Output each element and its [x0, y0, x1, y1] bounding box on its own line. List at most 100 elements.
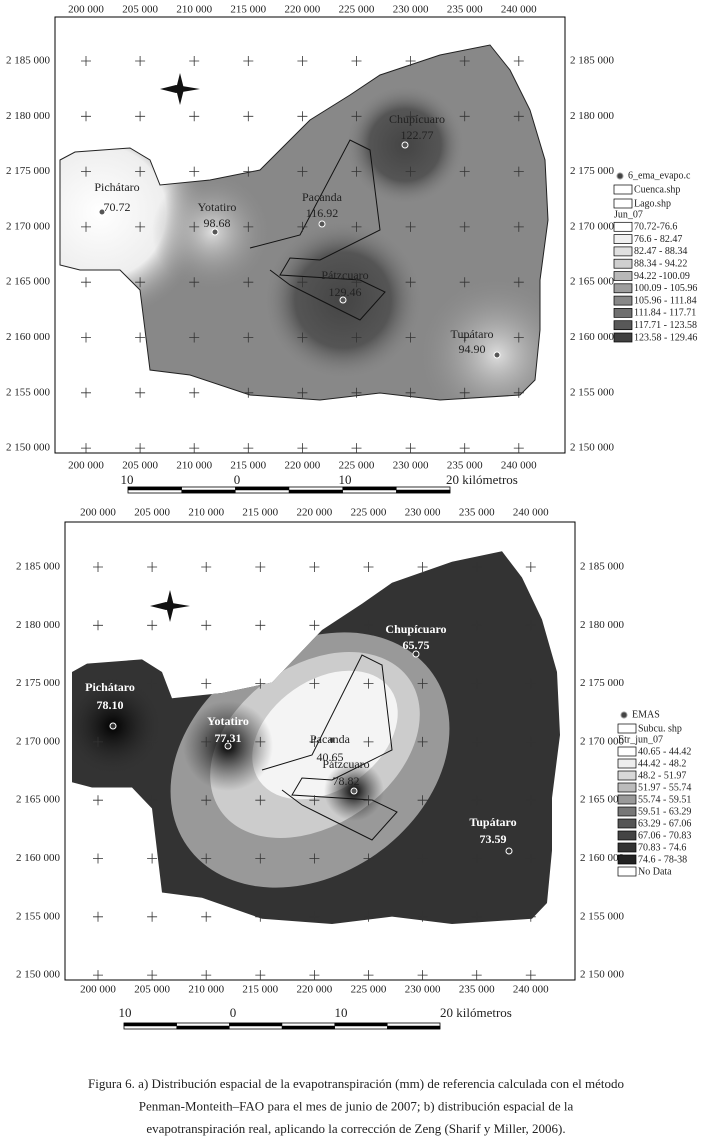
legend-swatch — [613, 221, 633, 232]
grid-cross — [243, 387, 254, 398]
grid-cross — [189, 332, 200, 343]
legend-label: 55.74 - 59.51 — [638, 794, 691, 805]
scale-bar — [123, 1022, 441, 1030]
legend-swatch — [613, 198, 633, 209]
legend-swatch — [617, 818, 637, 829]
grid-cross — [147, 736, 158, 747]
legend-swatch — [617, 770, 637, 781]
grid-cross — [255, 678, 266, 689]
grid-cross — [297, 166, 308, 177]
scale-bar — [235, 486, 290, 491]
legend-swatch — [617, 806, 637, 817]
station-name: Tupátaro — [451, 327, 494, 341]
x-tick-label: 240 000 — [501, 4, 537, 16]
grid-cross — [201, 736, 212, 747]
legend-swatch — [613, 234, 633, 244]
grid-cross — [363, 970, 374, 981]
grid-cross — [405, 332, 416, 343]
legend-label: Subcu. shp — [638, 723, 682, 734]
y-tick-label: 2 150 000 — [570, 442, 615, 454]
legend-swatch — [613, 258, 633, 269]
y-tick-label: 2 175 000 — [570, 165, 615, 177]
legend-label: EMAS — [632, 709, 660, 720]
station-name: Pichátaro — [85, 680, 135, 694]
grid-cross — [351, 387, 362, 398]
grid-cross — [147, 562, 158, 572]
grid-cross — [135, 277, 146, 288]
scale-bar — [123, 1022, 177, 1027]
grid-cross — [363, 736, 374, 747]
grid-cross — [363, 853, 374, 864]
grid-cross — [351, 277, 362, 288]
scale-bar — [127, 486, 182, 491]
grid-cross — [147, 853, 158, 864]
grid-cross — [471, 562, 482, 572]
grid-cross — [189, 277, 200, 288]
legend-label: 63.29 - 67.06 — [638, 818, 691, 829]
grid-cross — [201, 795, 212, 806]
lake — [249, 139, 386, 321]
grid-cross — [513, 443, 524, 454]
grid-cross — [93, 853, 103, 864]
x-tick-label: 200 000 — [80, 507, 116, 519]
grid-cross — [351, 221, 362, 232]
grid-cross — [297, 56, 308, 66]
legend-swatch — [617, 842, 637, 853]
grid-cross — [243, 221, 254, 232]
y-tick-label: 2 160 000 — [570, 331, 615, 343]
x-tick-label: 240 000 — [501, 460, 537, 472]
grid-cross — [459, 166, 470, 177]
x-tick-label: 220 000 — [297, 984, 333, 996]
grid-cross — [201, 853, 212, 864]
x-tick-label: 210 000 — [176, 4, 212, 16]
grid-cross — [405, 56, 416, 66]
legend-label: 44.42 - 48.2 — [638, 758, 686, 769]
x-tick-label: 220 000 — [297, 507, 333, 519]
grid-cross — [471, 736, 482, 747]
grid-cross — [93, 970, 103, 981]
grid-cross — [351, 56, 362, 66]
grid-cross — [201, 970, 212, 981]
grid-cross — [309, 736, 320, 747]
lake — [261, 654, 398, 841]
legend-label: 48.2 - 51.97 — [638, 770, 686, 781]
grid-cross — [135, 166, 146, 177]
scale-label: 0 — [234, 472, 241, 487]
grid-cross — [189, 221, 200, 232]
station-value: 70.72 — [104, 200, 131, 214]
grid-cross — [81, 387, 91, 398]
grid-cross — [459, 221, 470, 232]
y-tick-label: 2 160 000 — [16, 852, 61, 864]
legend-label: 70.72-76.6 — [634, 222, 677, 233]
legend-swatch — [613, 320, 633, 331]
station — [109, 722, 117, 730]
grid-cross — [243, 111, 254, 122]
grid-cross — [189, 56, 200, 66]
y-tick-label: 2 185 000 — [570, 55, 615, 67]
x-tick-label: 205 000 — [122, 460, 158, 472]
grid-cross — [309, 970, 320, 981]
scale-label: 10 — [121, 472, 134, 487]
grid-cross — [201, 562, 212, 572]
north-arrow — [150, 590, 190, 622]
legend-swatch — [617, 782, 637, 793]
x-tick-label: 210 000 — [188, 984, 224, 996]
y-tick-label: 2 170 000 — [16, 735, 61, 747]
grid-cross — [363, 911, 374, 922]
legend-swatch — [617, 758, 637, 769]
scale-label: 0 — [230, 1005, 237, 1020]
grid-cross — [459, 111, 470, 122]
grid-cross — [525, 853, 536, 864]
x-tick-label: 225 000 — [351, 984, 387, 996]
grid-cross — [147, 795, 158, 806]
grid-cross — [525, 736, 536, 747]
grid-cross — [81, 443, 91, 454]
grid-cross — [297, 332, 308, 343]
grid-cross — [405, 221, 416, 232]
grid-cross — [297, 387, 308, 398]
grid-cross — [93, 911, 103, 922]
grid-cross — [513, 111, 524, 122]
station-value: 129.46 — [329, 285, 362, 299]
x-tick-label: 225 000 — [339, 460, 375, 472]
